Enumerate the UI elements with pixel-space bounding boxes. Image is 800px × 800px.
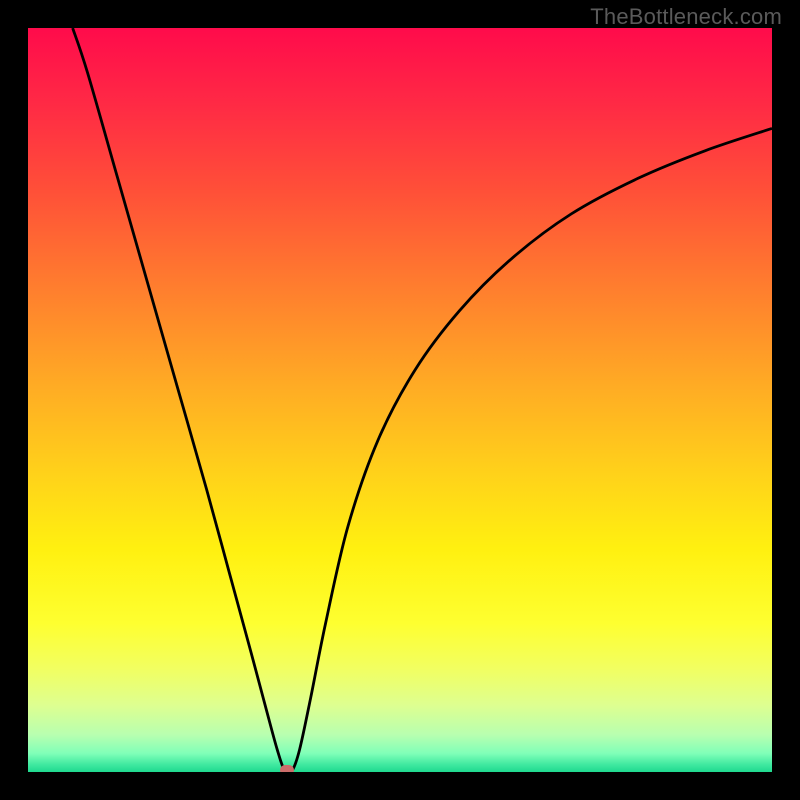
minimum-marker <box>280 765 294 772</box>
chart-container: TheBottleneck.com <box>0 0 800 800</box>
plot-area <box>28 28 772 772</box>
bottleneck-curve <box>28 28 772 772</box>
watermark-text: TheBottleneck.com <box>590 4 782 30</box>
